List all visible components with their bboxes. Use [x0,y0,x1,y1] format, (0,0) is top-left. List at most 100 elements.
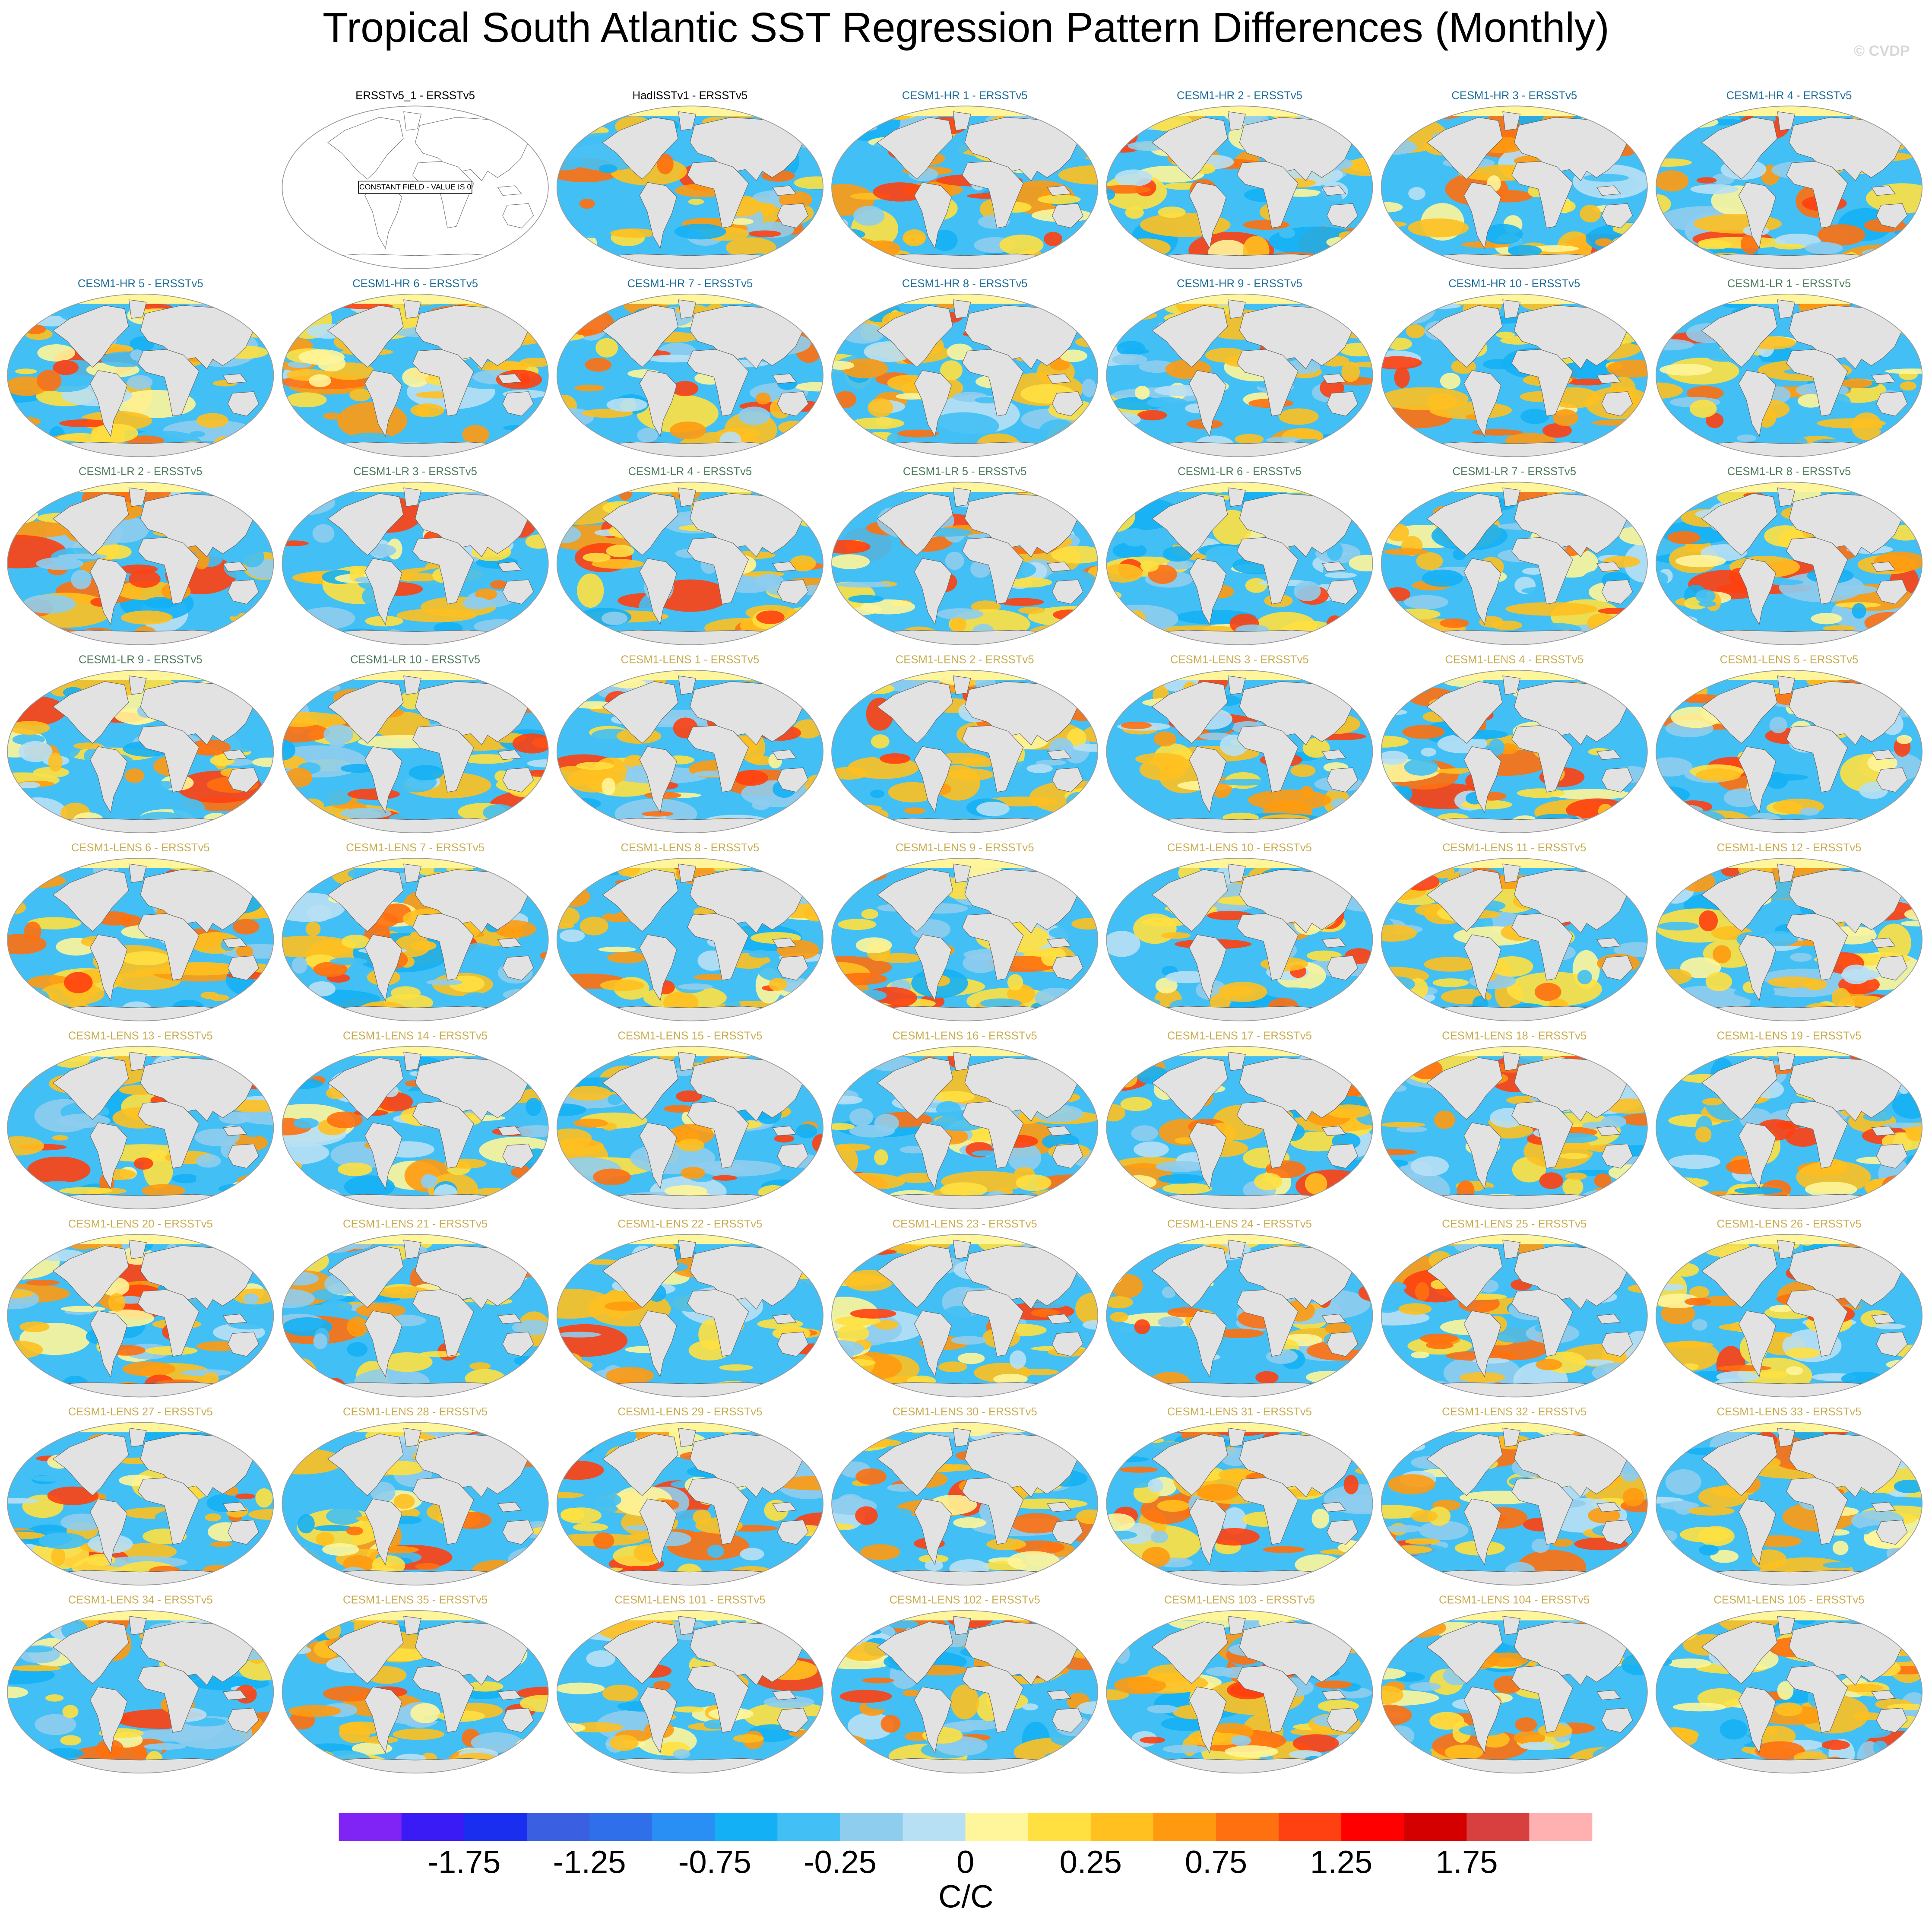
land [128,1427,147,1447]
sst-field [1656,1284,1685,1291]
sst-field [1421,1572,1453,1585]
land [1463,746,1501,813]
sst-field [1656,242,1700,251]
sst-field [1852,603,1866,619]
sst-field [255,1488,273,1508]
sst-field [1106,1611,1123,1633]
map-outline [1106,1234,1373,1398]
land [1227,1616,1246,1635]
sst-field [325,1378,345,1392]
land [1463,558,1501,625]
sst-field [1060,680,1090,688]
sst-field [557,1722,586,1734]
land [877,117,953,180]
sst-field [1073,986,1098,1000]
map-outline [1381,669,1648,834]
sst-field [1658,922,1699,931]
land [953,1240,971,1259]
sst-field [311,1751,335,1766]
sst-field [831,218,848,232]
sst-field [316,1532,335,1546]
sst-field [251,1422,271,1437]
sst-field [7,1760,56,1772]
sst-field [59,419,110,428]
map-panel: CESM1-LENS 7 - ERSSTv5 [282,842,549,1021]
panel-title: CESM1-LENS 29 - ERSSTv5 [618,1406,762,1418]
land [364,1310,402,1378]
sst-field [7,482,38,494]
sst-field [1349,997,1373,1004]
sst-field [143,1743,186,1750]
land [639,1122,677,1189]
land [777,579,809,605]
sst-field [1142,1547,1170,1568]
panel-title: CESM1-LENS 3 - ERSSTv5 [1170,654,1309,666]
sst-field [831,1554,868,1576]
sst-field [1301,1756,1326,1773]
sst-field [129,570,161,588]
sst-field [1215,1329,1264,1338]
map-outline [1381,1422,1648,1586]
sst-field [1147,397,1188,408]
sst-field [1888,1376,1903,1397]
land [772,373,797,384]
sst-field [1311,1509,1330,1529]
sst-field [586,1650,616,1667]
sst-field [788,1361,821,1372]
sst-field [499,1610,546,1621]
sst-field [980,998,1022,1009]
sst-field [1147,1705,1178,1713]
sst-field [957,1352,985,1364]
land [1236,1101,1299,1169]
sst-field [1324,572,1357,578]
sst-field [839,1690,892,1703]
sst-field [1334,1191,1349,1201]
sst-field [1027,1388,1058,1397]
sst-field [584,1259,621,1265]
land [497,1313,522,1324]
land [953,487,971,507]
land [497,1502,522,1513]
land [1052,1332,1083,1357]
sst-field [1155,977,1178,994]
sst-field [712,1175,738,1181]
sst-field [1166,560,1193,570]
sst-field [1020,1369,1059,1376]
sst-field [1877,106,1894,116]
map-panel: CESM1-LENS 24 - ERSSTv5 [1106,1218,1373,1398]
map-field [831,858,1098,1021]
sst-field [656,153,674,174]
map-panel: HadISSTv1 - ERSSTv5 [556,89,823,269]
map-outline [282,1422,549,1586]
sst-field [1033,1422,1085,1439]
map-panel: CESM1-LR 3 - ERSSTv5 [282,466,549,645]
sst-field [588,1492,621,1508]
sst-field [1137,865,1156,875]
sst-field [940,1182,988,1198]
land [1052,1519,1083,1545]
map-field [7,1046,274,1209]
panel-title: CESM1-LENS 5 - ERSSTv5 [1720,654,1859,666]
sst-field [855,990,887,1001]
land [1502,111,1521,131]
land [1236,161,1299,228]
sst-field [282,717,318,727]
sst-field [371,1481,396,1503]
sst-field [1483,224,1523,244]
sst-field [1219,779,1270,786]
sst-field [1660,1530,1677,1542]
sst-field [234,1613,274,1621]
sst-field [772,670,823,682]
sst-field [788,1552,823,1585]
sst-field [1675,555,1726,568]
sst-field [232,919,260,935]
map-outline [1655,1422,1923,1586]
land [777,203,809,228]
sst-field [48,752,63,772]
map-outline [556,293,823,457]
sst-field [237,1577,274,1585]
sst-field [574,1763,629,1773]
sst-field [91,809,127,815]
sst-field [1508,245,1542,257]
sst-field [1587,1234,1618,1248]
